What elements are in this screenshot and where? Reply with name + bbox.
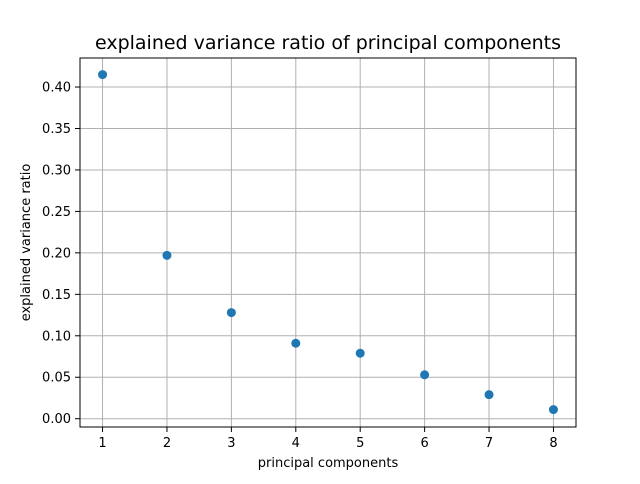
- data-point: [226, 308, 236, 318]
- y-tick-label: 0.35: [42, 122, 71, 137]
- data-point: [484, 390, 494, 400]
- y-tick-label: 0.40: [42, 81, 71, 96]
- plot-area-frame: [79, 57, 577, 428]
- data-point: [291, 338, 301, 348]
- x-tick-label: 1: [98, 436, 106, 451]
- x-tick-label: 3: [227, 436, 235, 451]
- data-points: [98, 70, 558, 415]
- y-tick-label: 0.15: [42, 288, 71, 303]
- data-point: [548, 405, 558, 415]
- x-tick-label: 4: [292, 436, 300, 451]
- chart-title: explained variance ratio of principal co…: [95, 32, 561, 54]
- y-axis-label: explained variance ratio: [19, 164, 34, 322]
- x-tick-label: 7: [485, 436, 493, 451]
- y-tick-label: 0.30: [42, 163, 71, 178]
- y-tick-label: 0.00: [42, 412, 71, 427]
- x-tick-label: 5: [356, 436, 364, 451]
- x-axis-label: principal components: [258, 456, 399, 471]
- y-tick-label: 0.05: [42, 371, 71, 386]
- x-tick-label: 2: [163, 436, 171, 451]
- y-tick-label: 0.10: [42, 329, 71, 344]
- y-tick-label: 0.20: [42, 246, 71, 261]
- axis-ticks: 1 2 3 4 5 6 7 8 0.00 0.05 0.10 0.15 0.20 0.25 0.30 0.35…: [42, 81, 558, 451]
- y-tick-label: 0.25: [42, 205, 71, 220]
- x-tick-label: 6: [420, 436, 428, 451]
- x-tick-label: 8: [549, 436, 557, 451]
- data-point: [162, 250, 172, 260]
- data-point: [420, 370, 430, 380]
- data-point: [98, 70, 108, 80]
- grid-lines: [80, 58, 576, 427]
- data-point: [355, 348, 365, 358]
